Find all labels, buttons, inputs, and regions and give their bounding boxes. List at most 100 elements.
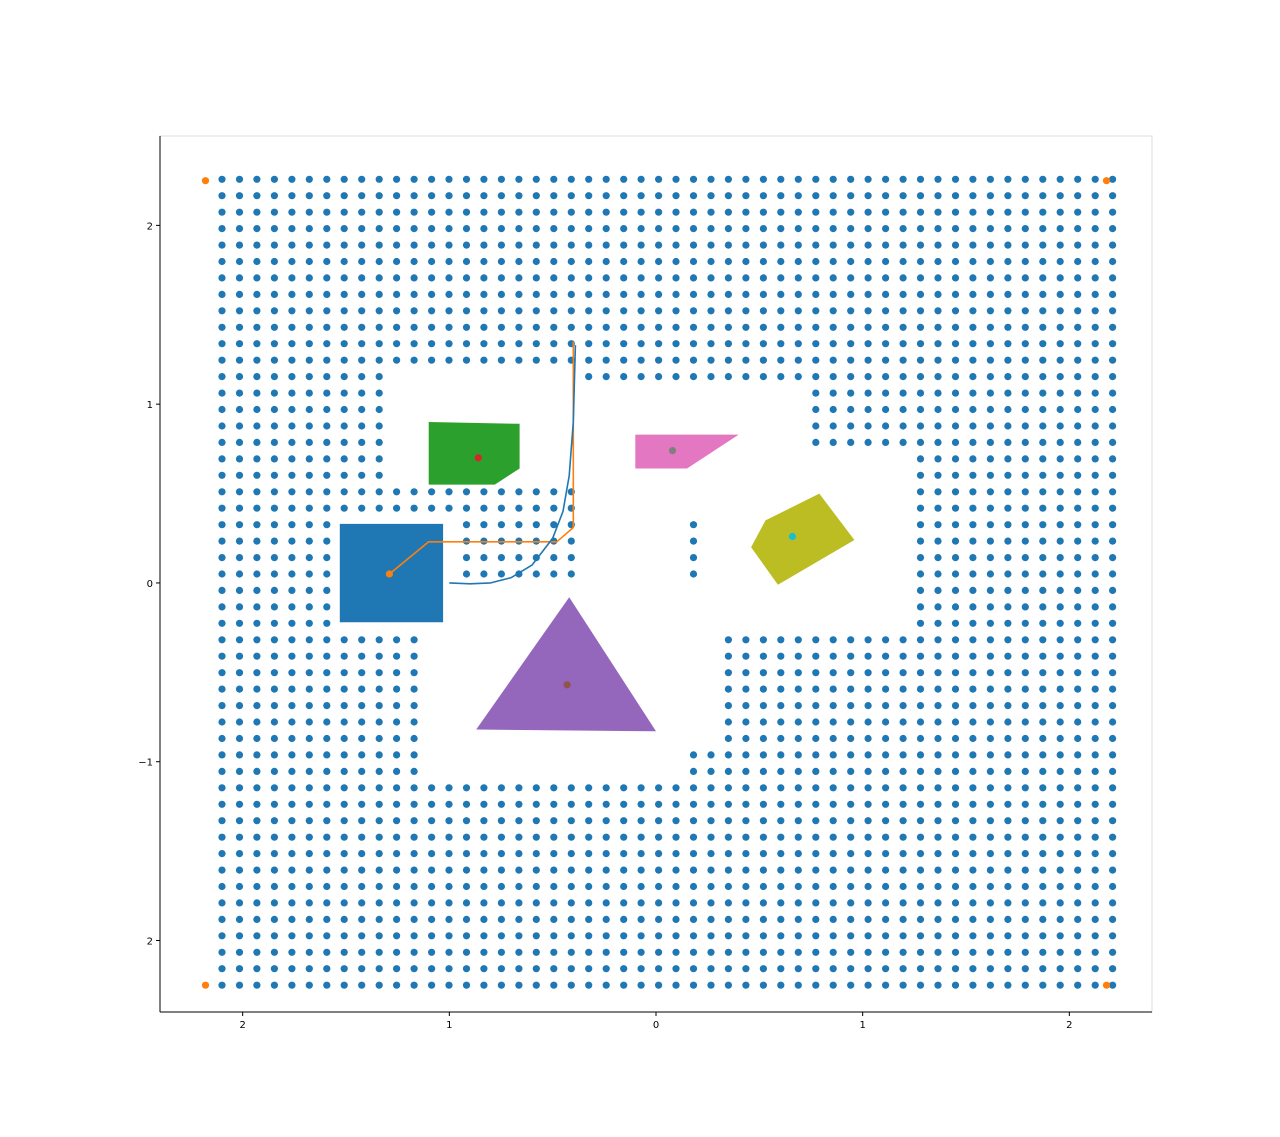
sample-point [829,373,837,381]
sample-point [986,175,995,183]
sample-point [934,817,942,825]
sample-point [934,915,942,924]
sample-point [410,356,418,364]
sample-point [515,290,523,298]
sample-point [497,554,505,562]
sample-point [1074,241,1082,249]
sample-point [934,702,942,710]
sample-point [567,554,575,562]
sample-point [218,636,226,644]
sample-point [602,257,610,266]
sample-point [462,899,471,907]
sample-point [515,882,523,891]
sample-point [270,586,278,595]
sample-point [585,981,593,989]
sample-point [916,323,925,331]
sample-point [358,225,366,233]
sample-point [305,554,313,562]
sample-point [253,373,261,381]
obstacle-4 [751,493,855,585]
sample-point [480,981,488,989]
sample-point [1091,718,1099,726]
sample-point [1004,685,1012,693]
sample-point [742,225,750,233]
sample-point [864,208,872,216]
sample-point [672,241,680,249]
sample-point [672,356,680,364]
sample-point [759,800,768,808]
sample-point [270,800,278,808]
sample-point [969,290,977,298]
sample-point [812,965,820,973]
sample-point [916,981,925,989]
sample-point [759,241,768,249]
sample-point [637,208,645,216]
sample-point [951,702,960,710]
sample-point [672,208,680,216]
sample-point [270,192,278,200]
sample-point [916,241,925,249]
sample-point [585,175,593,183]
sample-point [428,850,436,858]
sample-point [689,932,698,940]
sample-point [428,800,436,808]
sample-point [934,307,942,315]
sample-point [410,767,418,776]
sample-point [1004,702,1012,710]
sample-point [1039,504,1047,512]
sample-point [323,915,331,924]
sample-point [550,554,558,562]
sample-point [218,257,226,266]
sample-point [1091,389,1099,397]
sample-point [934,554,942,562]
sample-point [358,504,366,512]
sample-point [672,192,680,200]
sample-point [689,899,698,907]
sample-point [1039,767,1047,776]
sample-point [689,850,698,858]
sample-point [969,981,977,989]
sample-point [567,932,575,940]
sample-point [899,422,907,430]
sample-point [934,603,942,611]
sample-point [253,488,261,496]
sample-point [724,932,733,940]
sample-point [410,274,418,282]
sample-point [515,866,523,874]
sample-point [829,899,837,907]
sample-point [899,882,907,891]
sample-point [375,882,383,891]
sample-point [480,554,488,562]
sample-point [235,636,244,644]
sample-point [358,652,366,660]
sample-point [672,833,680,841]
sample-point [340,274,348,282]
sample-point [305,225,313,233]
sample-point [1109,504,1117,512]
sample-point [410,718,418,726]
sample-point [637,882,645,891]
sample-point [602,915,610,924]
sample-point [1039,833,1047,841]
sample-point [812,767,820,776]
sample-point [253,767,261,776]
sample-point [253,307,261,315]
sample-point [620,817,628,825]
sample-point [462,833,471,841]
sample-point [323,636,331,644]
sample-point [340,833,348,841]
sample-point [986,225,995,233]
sample-point [410,307,418,315]
sample-point [253,340,261,348]
sample-point [951,373,960,381]
sample-point [1004,537,1012,545]
sample-point [986,932,995,940]
sample-point [602,981,610,989]
sample-point [724,866,733,874]
sample-point [480,866,488,874]
sample-point [253,784,261,792]
sample-point [934,241,942,249]
sample-point [829,340,837,348]
sample-point [1109,356,1117,364]
sample-point [410,208,418,216]
